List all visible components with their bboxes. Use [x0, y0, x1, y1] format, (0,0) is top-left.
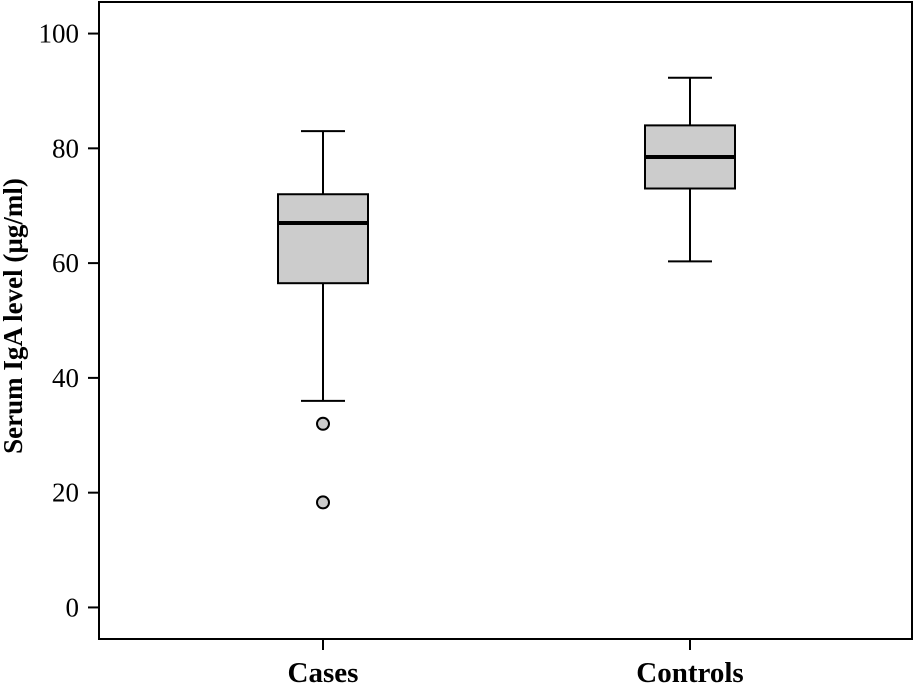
box-group-controls	[644, 76, 736, 263]
y-tick-label: 60	[52, 248, 79, 278]
y-tick-label: 20	[52, 478, 79, 508]
outlier-point	[316, 416, 330, 431]
x-axis: Cases Controls	[288, 639, 744, 684]
y-tick-label: 40	[52, 363, 79, 393]
boxes	[277, 76, 736, 510]
x-category-label: Cases	[288, 657, 359, 684]
x-category-label: Controls	[636, 657, 743, 684]
iqr-box	[277, 193, 369, 285]
box-group-cases	[277, 130, 369, 510]
y-tick-label: 80	[52, 133, 79, 163]
y-axis: 0 20 40 60 80 100	[39, 19, 99, 622]
plot-frame	[98, 1, 913, 640]
outlier-point	[316, 495, 330, 510]
y-tick-label: 100	[39, 19, 80, 49]
y-tick-label: 0	[66, 592, 80, 622]
y-axis-title: Serum IgA level (µg/ml)	[0, 178, 28, 454]
